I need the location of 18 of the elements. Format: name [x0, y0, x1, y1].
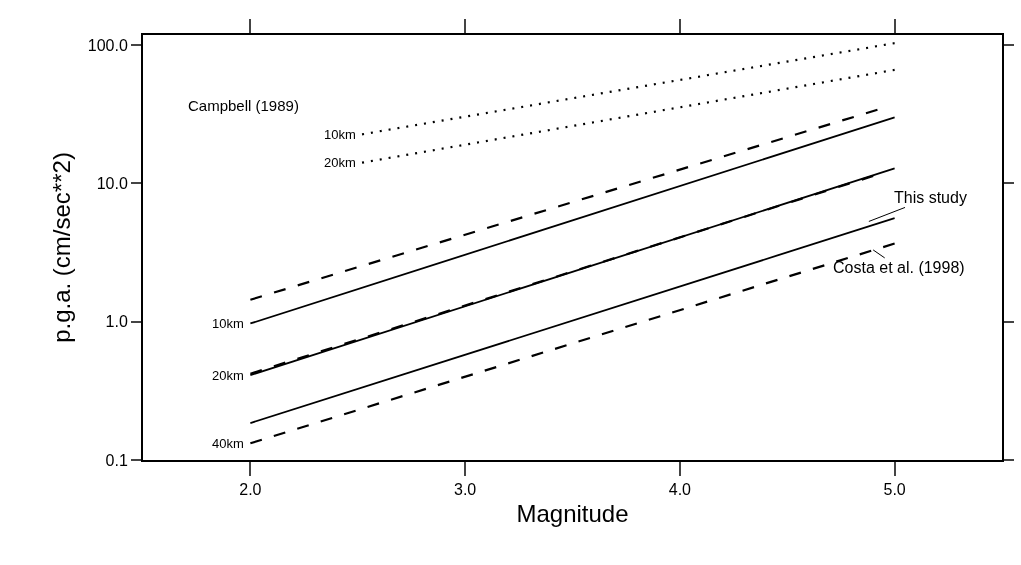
annotation: Costa et al. (1998) [833, 259, 965, 276]
y-tick-label: 10.0 [96, 174, 128, 192]
x-tick-label: 3.0 [454, 481, 477, 499]
annotation: 20km [212, 368, 244, 383]
x-tick-label: 2.0 [239, 481, 262, 499]
y-tick-label: 1.0 [105, 313, 128, 331]
x-tick-label: 5.0 [883, 481, 906, 499]
y-tick-label: 100.0 [87, 36, 128, 54]
annotation: This study [894, 189, 967, 206]
y-tick-label: 0.1 [105, 451, 128, 469]
annotation: 10km [324, 127, 356, 142]
annotation: 20km [324, 155, 356, 170]
annotation: 40km [212, 436, 244, 451]
annotation: Campbell (1989) [188, 97, 299, 114]
annotation: 10km [212, 316, 244, 331]
x-axis-title: Magnitude [516, 500, 629, 527]
x-tick-label: 4.0 [668, 481, 692, 499]
y-axis-title: p.g.a. (cm/sec**2) [48, 152, 76, 343]
